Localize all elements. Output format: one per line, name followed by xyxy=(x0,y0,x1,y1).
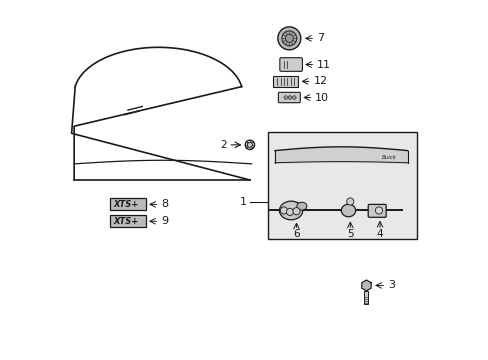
Text: XTS+: XTS+ xyxy=(113,200,139,209)
Circle shape xyxy=(281,31,296,46)
Text: XTS+: XTS+ xyxy=(113,217,139,226)
Text: 9: 9 xyxy=(161,216,168,226)
Ellipse shape xyxy=(279,201,302,220)
Circle shape xyxy=(286,208,293,216)
FancyBboxPatch shape xyxy=(273,76,298,87)
Circle shape xyxy=(280,207,287,214)
Ellipse shape xyxy=(341,204,355,217)
FancyBboxPatch shape xyxy=(367,204,386,217)
Circle shape xyxy=(247,142,252,148)
FancyBboxPatch shape xyxy=(110,215,145,227)
Text: 2: 2 xyxy=(220,140,226,150)
Bar xyxy=(364,291,367,305)
Text: 4: 4 xyxy=(376,229,383,239)
Text: 3: 3 xyxy=(387,280,394,291)
Circle shape xyxy=(346,198,353,205)
Polygon shape xyxy=(361,280,370,291)
Text: 12: 12 xyxy=(313,76,327,86)
FancyBboxPatch shape xyxy=(279,58,302,71)
Text: 7: 7 xyxy=(316,33,324,43)
Circle shape xyxy=(292,96,296,99)
Circle shape xyxy=(287,96,291,99)
Text: 11: 11 xyxy=(317,59,330,69)
FancyBboxPatch shape xyxy=(278,92,300,103)
Circle shape xyxy=(285,34,293,42)
Circle shape xyxy=(277,27,300,50)
Ellipse shape xyxy=(296,202,306,210)
Circle shape xyxy=(375,207,382,214)
Circle shape xyxy=(292,208,300,215)
Text: 5: 5 xyxy=(346,229,353,239)
Bar xyxy=(267,132,416,239)
Text: 6: 6 xyxy=(293,229,299,239)
Circle shape xyxy=(284,96,287,99)
Text: 1: 1 xyxy=(240,197,246,207)
Text: 10: 10 xyxy=(315,93,328,103)
Text: Buick: Buick xyxy=(382,155,396,160)
FancyBboxPatch shape xyxy=(110,198,145,211)
Text: 8: 8 xyxy=(161,199,168,210)
